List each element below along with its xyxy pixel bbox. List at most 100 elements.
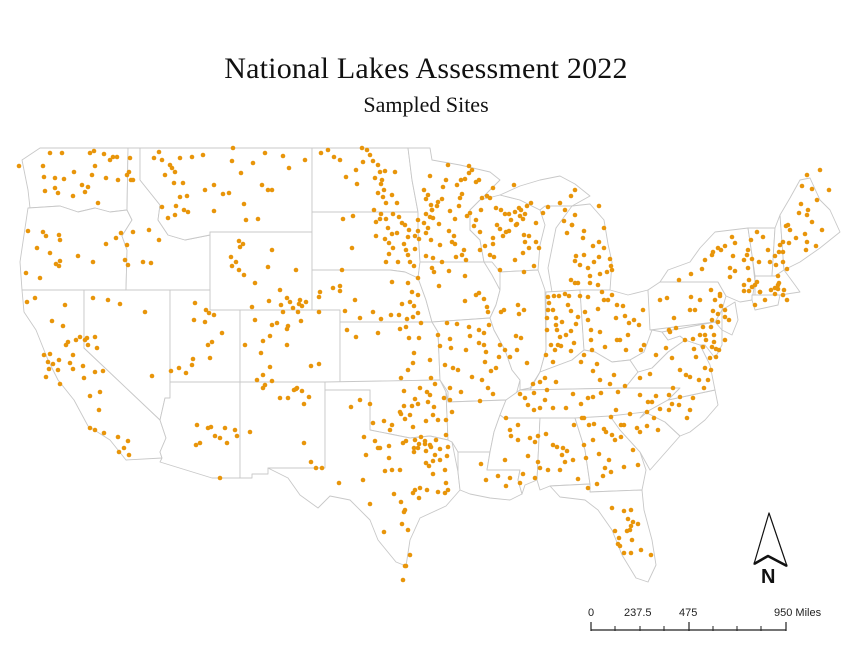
sample-site-dot (56, 357, 62, 363)
sample-site-dot (364, 147, 370, 153)
sample-site-dot (495, 473, 501, 479)
sample-site-dot (124, 242, 130, 248)
sample-site-dot (219, 330, 225, 336)
sample-site-dot (410, 360, 416, 366)
sample-site-dot (512, 209, 518, 215)
sample-site-dot (407, 552, 413, 558)
sample-site-dot (784, 266, 790, 272)
sample-site-dot (578, 359, 584, 365)
sample-site-dot (319, 465, 325, 471)
sample-site-dot (722, 243, 728, 249)
sample-site-dot (415, 401, 421, 407)
sample-site-dot (493, 365, 499, 371)
sample-site-dot (673, 325, 679, 331)
sample-site-dot (401, 403, 407, 409)
sample-site-dot (403, 438, 409, 444)
sample-site-dot (611, 372, 617, 378)
sample-site-dot (590, 394, 596, 400)
sample-site-dot (146, 227, 152, 233)
sample-site-dot (614, 302, 620, 308)
sample-site-dot (513, 222, 519, 228)
sample-site-dot (342, 308, 348, 314)
sample-site-dot (94, 345, 100, 351)
sample-site-dot (780, 259, 786, 265)
sample-site-dot (617, 543, 623, 549)
sample-site-dot (477, 247, 483, 253)
sample-site-dot (638, 347, 644, 353)
sample-site-dot (525, 453, 531, 459)
sample-site-dot (550, 405, 556, 411)
sample-site-dot (222, 425, 228, 431)
sample-site-dot (262, 382, 268, 388)
sample-site-dot (607, 256, 613, 262)
sample-site-dot (570, 391, 576, 397)
sample-site-dot (441, 395, 447, 401)
sample-site-dot (718, 303, 724, 309)
sample-site-dot (425, 192, 431, 198)
sample-site-dot (524, 360, 530, 366)
sample-site-dot (597, 377, 603, 383)
sample-site-dot (301, 440, 307, 446)
state-north-dakota (311, 147, 419, 213)
sample-site-dot (628, 507, 634, 513)
sample-site-dot (571, 340, 577, 346)
sample-site-dot (427, 173, 433, 179)
sample-site-dot (409, 403, 415, 409)
sample-site-dot (81, 375, 87, 381)
sample-site-dot (193, 442, 199, 448)
sample-site-dot (130, 229, 136, 235)
sample-site-dot (544, 315, 550, 321)
sample-site-dot (431, 404, 437, 410)
sample-site-dot (396, 312, 402, 318)
sample-site-dot (587, 280, 593, 286)
sample-site-dot (443, 177, 449, 183)
sample-site-dot (243, 217, 249, 223)
sample-site-dot (389, 192, 395, 198)
sample-site-dot (621, 550, 627, 556)
sample-site-dot (562, 291, 568, 297)
sample-site-dot (560, 445, 566, 451)
sample-site-dot (613, 407, 619, 413)
sample-site-dot (447, 336, 453, 342)
sample-site-dot (575, 280, 581, 286)
sample-site-dot (303, 299, 309, 305)
sample-site-dot (101, 430, 107, 436)
sample-site-dot (462, 273, 468, 279)
sample-site-dot (185, 209, 191, 215)
sample-site-dot (387, 427, 393, 433)
sample-site-dot (194, 422, 200, 428)
sample-site-dot (403, 324, 409, 330)
sample-site-dot (597, 271, 603, 277)
sample-site-dot (690, 336, 696, 342)
sample-site-dot (416, 495, 422, 501)
sample-site-dot (353, 334, 359, 340)
sample-site-dot (544, 387, 550, 393)
sample-site-dot (524, 203, 530, 209)
sample-site-dot (575, 314, 581, 320)
sample-site-dot (564, 448, 570, 454)
sample-site-dot (405, 252, 411, 258)
sample-site-dot (745, 247, 751, 253)
sample-site-dot (266, 298, 272, 304)
sample-site-dot (423, 196, 429, 202)
sample-site-dot (372, 175, 378, 181)
sample-site-dot (799, 183, 805, 189)
sample-site-dot (277, 395, 283, 401)
sample-site-dot (490, 391, 496, 397)
sample-site-dot (496, 354, 502, 360)
sample-site-dot (217, 435, 223, 441)
sample-site-dot (437, 446, 443, 452)
sample-site-dot (507, 475, 513, 481)
sample-site-dot (528, 200, 534, 206)
sample-site-dot (126, 452, 132, 458)
sample-site-dot (424, 487, 430, 493)
sample-site-dot (601, 297, 607, 303)
sample-site-dot (280, 309, 286, 315)
sample-site-dot (718, 247, 724, 253)
sample-site-dot (423, 253, 429, 259)
sample-site-dot (558, 343, 564, 349)
sample-site-dot (297, 297, 303, 303)
sample-site-dot (756, 259, 762, 265)
sample-site-dot (573, 321, 579, 327)
sample-site-dot (361, 434, 367, 440)
